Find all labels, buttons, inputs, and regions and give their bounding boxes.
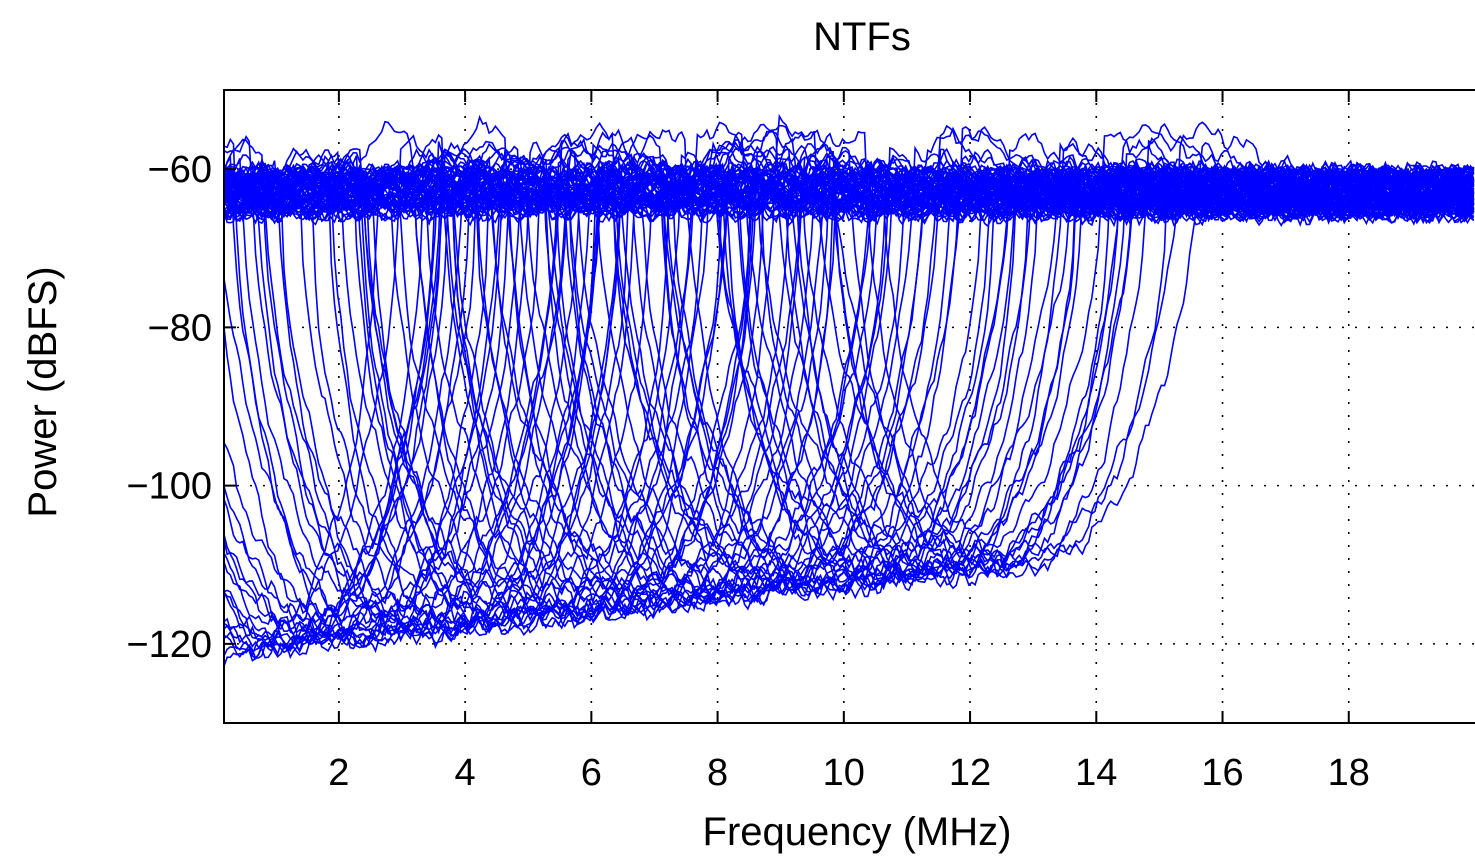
axes-frame: [223, 89, 1475, 724]
ntf-curve: [224, 121, 1475, 572]
x-tick-label: 16: [1201, 752, 1243, 794]
x-tick-label: 18: [1328, 752, 1370, 794]
x-axis-label: Frequency (MHz): [703, 810, 1012, 854]
ntf-curve: [224, 141, 1475, 578]
ntf-curve: [224, 158, 1475, 578]
x-tick-label: 2: [328, 752, 349, 794]
ntf-curve: [224, 161, 1475, 577]
x-tick-label: 4: [455, 752, 476, 794]
y-tick-label: −80: [148, 307, 212, 349]
ntf-curve: [224, 144, 1475, 579]
axes-box: [223, 89, 1475, 724]
y-tick-label: −120: [126, 624, 212, 666]
y-axis-ticks: −120 −100 −80 −60: [126, 149, 236, 666]
x-tick-label: 10: [823, 752, 865, 794]
x-tick-label: 14: [1075, 752, 1117, 794]
ntf-curve: [224, 153, 1475, 645]
x-tick-label: 12: [949, 752, 991, 794]
chart-title: NTFs: [813, 15, 911, 59]
ntf-curve: [224, 156, 1475, 577]
x-tick-label: 8: [707, 752, 728, 794]
x-tick-label: 6: [581, 752, 602, 794]
y-axis-label: Power (dBFS): [21, 266, 65, 517]
y-tick-label: −60: [148, 149, 212, 191]
ntf-curve: [224, 122, 1474, 579]
ntf-series-group: [224, 113, 1475, 667]
y-tick-label: −100: [126, 466, 212, 508]
x-axis-ticks: 2 4 6 8 10 12 14 16 18: [328, 90, 1370, 794]
